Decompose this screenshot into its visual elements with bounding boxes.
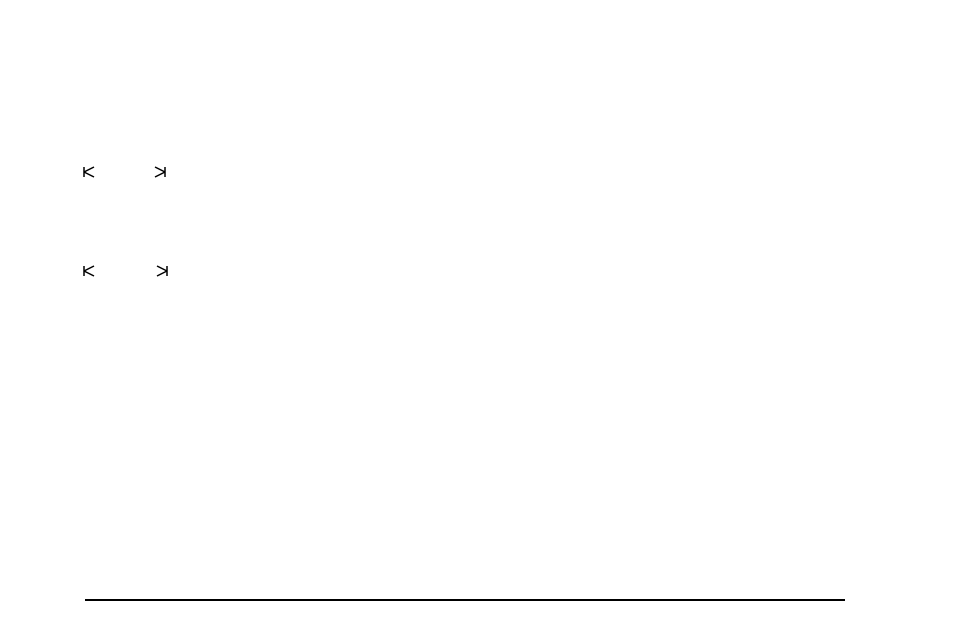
dimension-spacer (95, 172, 154, 173)
arrowhead-right-icon (154, 166, 166, 178)
dimension-arrow-1 (83, 166, 166, 178)
footer-separator-line (85, 599, 845, 601)
dimension-spacer (95, 271, 156, 272)
arrowhead-right-icon (156, 265, 168, 277)
arrowhead-left-icon (83, 265, 95, 277)
arrowhead-left-icon (83, 166, 95, 178)
dimension-arrow-2 (83, 265, 168, 277)
